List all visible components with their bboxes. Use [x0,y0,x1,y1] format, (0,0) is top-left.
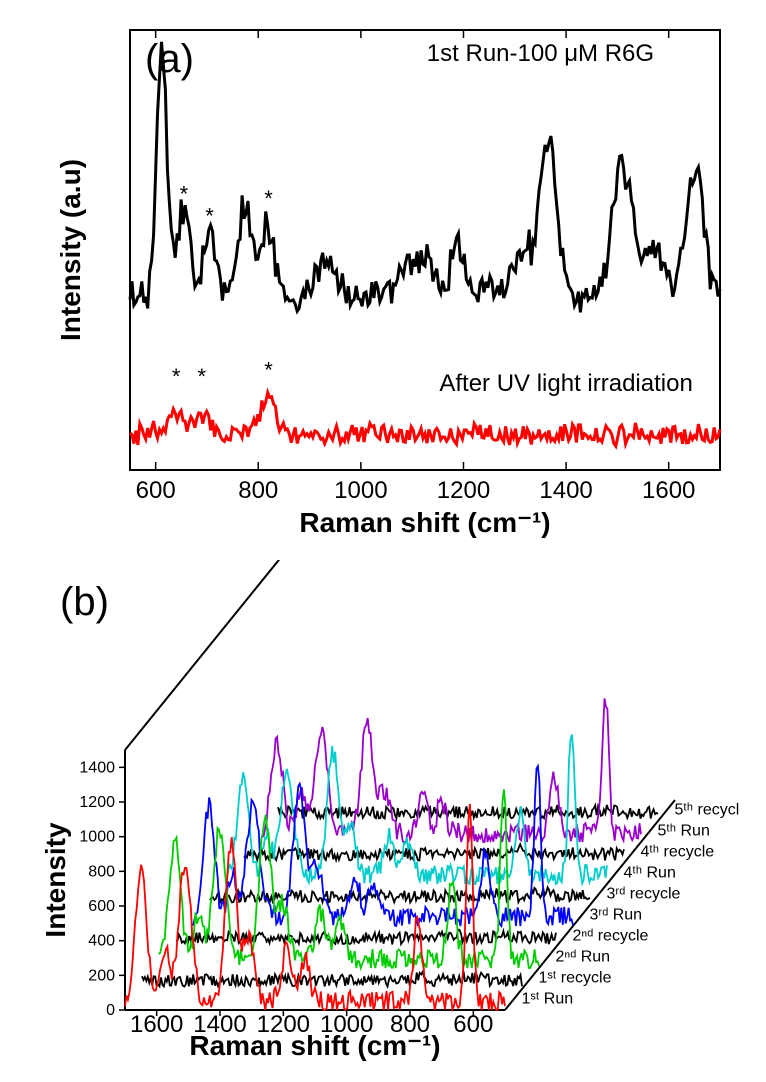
star-marker: * [205,204,214,229]
depth-label: 3ʳᵈ Run [590,907,643,924]
panel-a-xtick: 1000 [334,477,387,504]
panel-b-xtitle: Raman shift (cm⁻¹) [189,1030,440,1061]
depth-label: 5ᵗʰ Run [658,823,710,840]
spectrum-1st-run [130,42,720,313]
star-marker: * [180,182,189,207]
panel-a-annotation: After UV light irradiation [439,370,692,397]
panel-b-ztick: 1400 [79,759,115,776]
star-marker: * [198,364,207,389]
depth-label: 2ⁿᵈ Run [556,949,611,966]
spectrum-5th-run [261,698,641,842]
panel-b-xtick: 600 [453,1011,493,1038]
star-marker: * [264,186,273,211]
panel-b-ztick: 1200 [79,794,115,811]
panel-b-ztick: 200 [88,967,115,984]
panel-b-ztick: 600 [88,898,115,915]
panel-a: 600 800 1000 1200 1400 1600 Raman shift (cm⁻¹)… [40,10,740,550]
panel-a-xtitle: Raman shift (cm⁻¹) [299,507,550,538]
panel-b-ztick: 400 [88,933,115,950]
figure-container: 6008001000120014001600Raman shift (cm⁻¹)… [0,0,766,1082]
panel-b-ztitle: Intensity [40,822,71,938]
panel-a-xtick: 600 [136,477,176,504]
depth-label: 1ˢᵗ recycle [539,970,612,987]
spectrum-2nd-recycle [176,930,556,945]
depth-label: 2ⁿᵈ recycle [573,928,649,945]
depth-label: 3ʳᵈ recycle [607,886,681,903]
panel-a-ytitle: Intensity (a.u) [55,159,86,341]
panel-a-annotation: 1st Run-100 μM R6G [427,40,654,67]
panel-b: 600 800 1000 1200 1400 1600Raman shift (cm⁻¹)… [40,560,740,1070]
star-marker: * [264,358,273,383]
panel-a-xtick: 1400 [539,477,592,504]
panel-a-svg: 600 800 1000 1200 1400 1600 Raman shift (cm⁻¹)… [40,10,740,550]
depth-label: 4ᵗʰ Run [624,865,676,882]
panel-a-label: (a) [145,37,194,81]
panel-b-label: (b) [60,580,109,624]
panel-a-xtick: 1600 [642,477,695,504]
depth-label: 4ᵗʰ recycle [641,844,715,861]
panel-b-xtick: 1600 [130,1011,183,1038]
panel-a-xtick: 800 [238,477,278,504]
depth-label: 1ˢᵗ Run [522,991,574,1008]
depth-label: 5ᵗʰ recycle [675,802,741,819]
panel-b-ztick: 1000 [79,829,115,846]
spectrum-after-uv [130,393,720,447]
panel-a-xtick: 1200 [437,477,490,504]
panel-b-ztick: 800 [88,863,115,880]
spectrum-1st-recycle [142,971,522,986]
panel-b-svg: 600 800 1000 1200 1400 1600Raman shift (cm⁻¹)… [40,560,740,1070]
star-marker: * [172,364,181,389]
panel-b-ztick: 0 [106,1002,115,1019]
